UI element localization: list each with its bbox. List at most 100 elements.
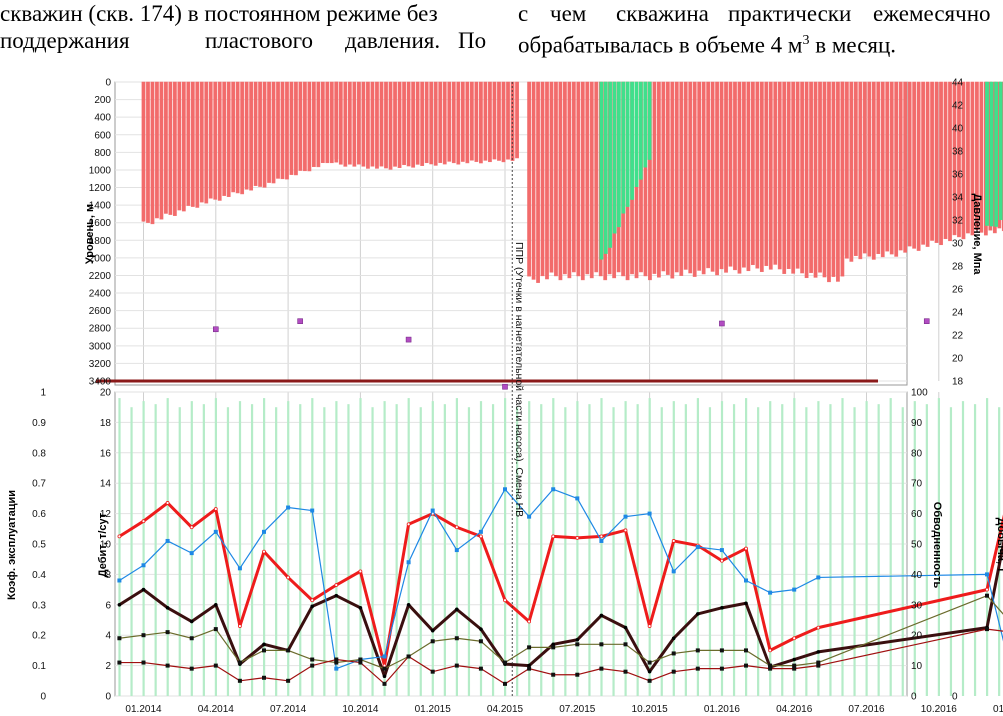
level-bar-2-68 <box>831 81 836 277</box>
level-tick-7: 1400 <box>89 201 112 212</box>
series-4-point-2 <box>165 663 170 668</box>
level-bar-1-30 <box>469 81 474 161</box>
production-tick-0: 0 <box>952 692 958 703</box>
coef-bar-63 <box>877 404 880 696</box>
level-bar-3-4 <box>858 81 863 260</box>
series-4-point-9 <box>334 657 339 662</box>
series-3-point-28 <box>792 663 797 668</box>
pressure-bar-0-3 <box>612 81 617 234</box>
series-4-point-14 <box>454 663 459 668</box>
pressure-tick-0: 18 <box>952 377 964 388</box>
coef-bar-70 <box>961 401 965 696</box>
pressure-tick-7: 32 <box>952 216 964 227</box>
series-2-point-25 <box>719 548 724 553</box>
series-1-point-1 <box>141 587 146 592</box>
series-0-point-3 <box>189 525 194 530</box>
level-bar-2-10 <box>571 81 576 273</box>
level-bar-1-16 <box>406 81 411 167</box>
text-right-line2-sup: 3 <box>802 33 810 48</box>
level-bar-0-10 <box>186 81 191 206</box>
level-bar-3-19 <box>925 81 930 247</box>
pressure-bar-0-11 <box>647 81 652 160</box>
coef-bar-27 <box>443 404 446 696</box>
level-bar-2-64 <box>813 81 818 278</box>
text-left-line2-b: пластового <box>205 28 314 53</box>
level-bar-0-1 <box>146 81 150 223</box>
pressure-bar-0-5 <box>621 81 626 214</box>
level-tick-5: 1000 <box>89 165 112 176</box>
series-1-point-10 <box>358 606 363 610</box>
series-0-point-16 <box>503 598 507 603</box>
pressure-bar-0-8 <box>634 81 639 187</box>
level-bar-2-7 <box>558 81 563 281</box>
level-bar-0-34 <box>294 81 298 176</box>
text-right-line1-a: с <box>518 1 529 26</box>
level-tick-16: 3200 <box>89 359 112 370</box>
pressure-tick-6: 30 <box>952 239 964 250</box>
pressure-tick-3: 24 <box>952 308 964 319</box>
coef-bar-30 <box>479 401 483 696</box>
series-3-point-13 <box>430 639 435 644</box>
date-tick-4: 01.2015 <box>415 704 452 715</box>
coef-bar-42 <box>624 401 627 696</box>
watercut-tick-5: 50 <box>911 540 923 551</box>
level-bar-2-6 <box>554 81 558 277</box>
series-3-point-27 <box>768 663 773 668</box>
debit-axis: 0 2 4 6 8 10 12 14 16 18 20 <box>100 388 112 703</box>
level-bar-1-36 <box>497 81 501 161</box>
debit-tick-10: 20 <box>100 388 112 399</box>
pressure-bar-0-2 <box>608 81 613 248</box>
series-4-point-12 <box>406 654 411 659</box>
level-bar-0-26 <box>258 81 262 187</box>
series-4-point-26 <box>744 663 748 668</box>
coef-bar-7 <box>202 404 205 696</box>
coef-bar-39 <box>588 404 591 696</box>
level-bar-2-13 <box>585 81 590 275</box>
level-bar-2-50 <box>750 81 755 266</box>
level-bar-3-18 <box>921 81 926 245</box>
level-bar-1-38 <box>506 81 510 160</box>
series-0-point-0 <box>117 534 122 539</box>
level-bar-2-55 <box>773 81 778 265</box>
series-3-point-9 <box>334 660 339 665</box>
series-2-point-2 <box>165 538 170 543</box>
watercut-tick-10: 100 <box>911 388 928 399</box>
watercut-axis-label: Обводненность <box>931 502 943 589</box>
level-bar-1-20 <box>424 81 429 164</box>
date-tick-9: 04.2016 <box>776 704 813 715</box>
level-bar-2-52 <box>759 81 764 272</box>
level-bar-3-17 <box>916 81 921 251</box>
level-bar-2-36 <box>688 81 693 274</box>
level-bar-3-3 <box>853 81 858 256</box>
pressure-segment-1 <box>985 81 1003 227</box>
level-bar-1-34 <box>488 81 492 163</box>
level-bar-1-13 <box>393 81 397 167</box>
level-bar-3-26 <box>957 81 961 238</box>
level-bar-0-19 <box>226 81 231 197</box>
series-0-point-29 <box>816 625 821 630</box>
series-2-point-20 <box>599 538 604 543</box>
level-bar-0-23 <box>244 81 249 190</box>
pressure-axis-label: Давление, Мпа <box>971 193 983 275</box>
text-left-line1: скважин (скв. 174) в постоянном режиме б… <box>0 1 438 26</box>
level-bar-0-32 <box>285 81 289 180</box>
series-3-point-8 <box>310 657 315 662</box>
level-area <box>141 81 1003 283</box>
pressure-tick-8: 34 <box>952 193 964 204</box>
series-2-point-18 <box>551 487 556 492</box>
watercut-tick-6: 60 <box>911 509 923 520</box>
level-bar-2-15 <box>594 81 599 273</box>
pressure-bar-0-9 <box>638 81 643 180</box>
series-3-point-20 <box>599 642 604 647</box>
level-bar-2-48 <box>742 81 746 268</box>
level-bar-2-1 <box>531 81 536 280</box>
series-2-point-1 <box>141 563 146 568</box>
level-bar-1-18 <box>415 81 420 165</box>
coef-bar-25 <box>419 407 422 696</box>
series-3-point-21 <box>623 642 628 647</box>
level-bar-3-27 <box>961 81 966 240</box>
coef-bar-58 <box>817 401 820 696</box>
debit-tick-1: 2 <box>105 661 111 672</box>
series-1-point-3 <box>189 619 194 624</box>
series-4-point-4 <box>213 663 218 668</box>
